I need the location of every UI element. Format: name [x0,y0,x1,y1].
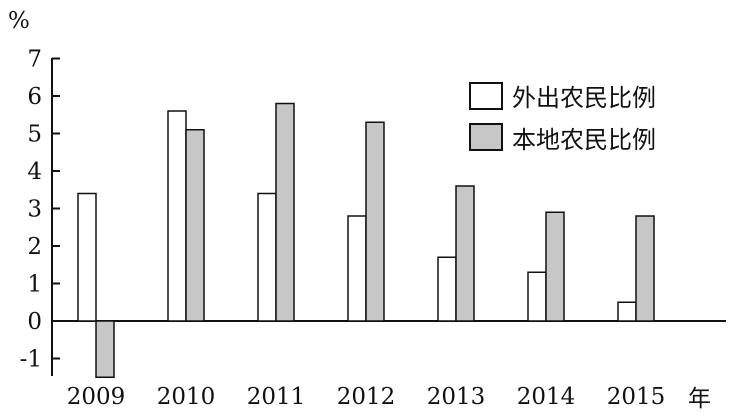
y-tick-label: 7 [27,47,42,73]
x-tick-label-2014: 2014 [517,384,576,410]
y-tick-label: 3 [27,197,42,223]
legend-swatch-series-1 [469,82,503,110]
x-tick-label-2010: 2010 [157,384,216,410]
bar-2015-series-2 [635,215,655,322]
x-tick-label-2011: 2011 [247,384,306,410]
bars-group [77,102,655,378]
bar-2009-series-2 [95,320,115,378]
y-axis-unit-label: % [8,8,30,34]
bar-2013-series-1 [437,256,457,322]
bar-2011-series-2 [275,102,295,322]
bar-2013-series-2 [455,185,475,322]
x-tick-label-2013: 2013 [427,384,486,410]
x-tick-label-2015: 2015 [607,384,666,410]
bar-2010-series-2 [185,129,205,322]
y-tick-label: 0 [27,309,42,335]
legend: 外出农民比例 本地农民比例 [469,82,656,154]
bar-2012-series-2 [365,121,385,322]
legend-swatch-series-2 [469,123,503,151]
bar-2012-series-1 [347,215,367,322]
x-tick-label-2012: 2012 [337,384,396,410]
bar-2015-series-1 [617,301,637,322]
bar-2010-series-1 [167,110,187,322]
x-tick-label-2009: 2009 [67,384,126,410]
bar-2014-series-1 [527,271,547,322]
x-axis-tick-labels: 2009 2010 2011 2012 2013 2014 2015 [67,384,666,410]
y-tick-label: 2 [27,234,42,260]
x-axis-unit-label: 年 [688,386,711,412]
bar-2014-series-2 [545,211,565,322]
y-tick-label: 6 [27,84,42,110]
y-tick-label: 1 [27,272,42,298]
y-axis-ticks: -1 0 1 2 3 4 5 6 7 [20,47,60,373]
bar-2011-series-1 [257,192,277,322]
legend-label-series-1: 外出农民比例 [512,84,656,112]
legend-label-series-2: 本地农民比例 [512,126,656,154]
bar-2009-series-1 [77,192,97,322]
y-tick-label: -1 [20,347,42,373]
y-tick-label: 4 [27,159,42,185]
y-tick-label: 5 [27,122,42,148]
